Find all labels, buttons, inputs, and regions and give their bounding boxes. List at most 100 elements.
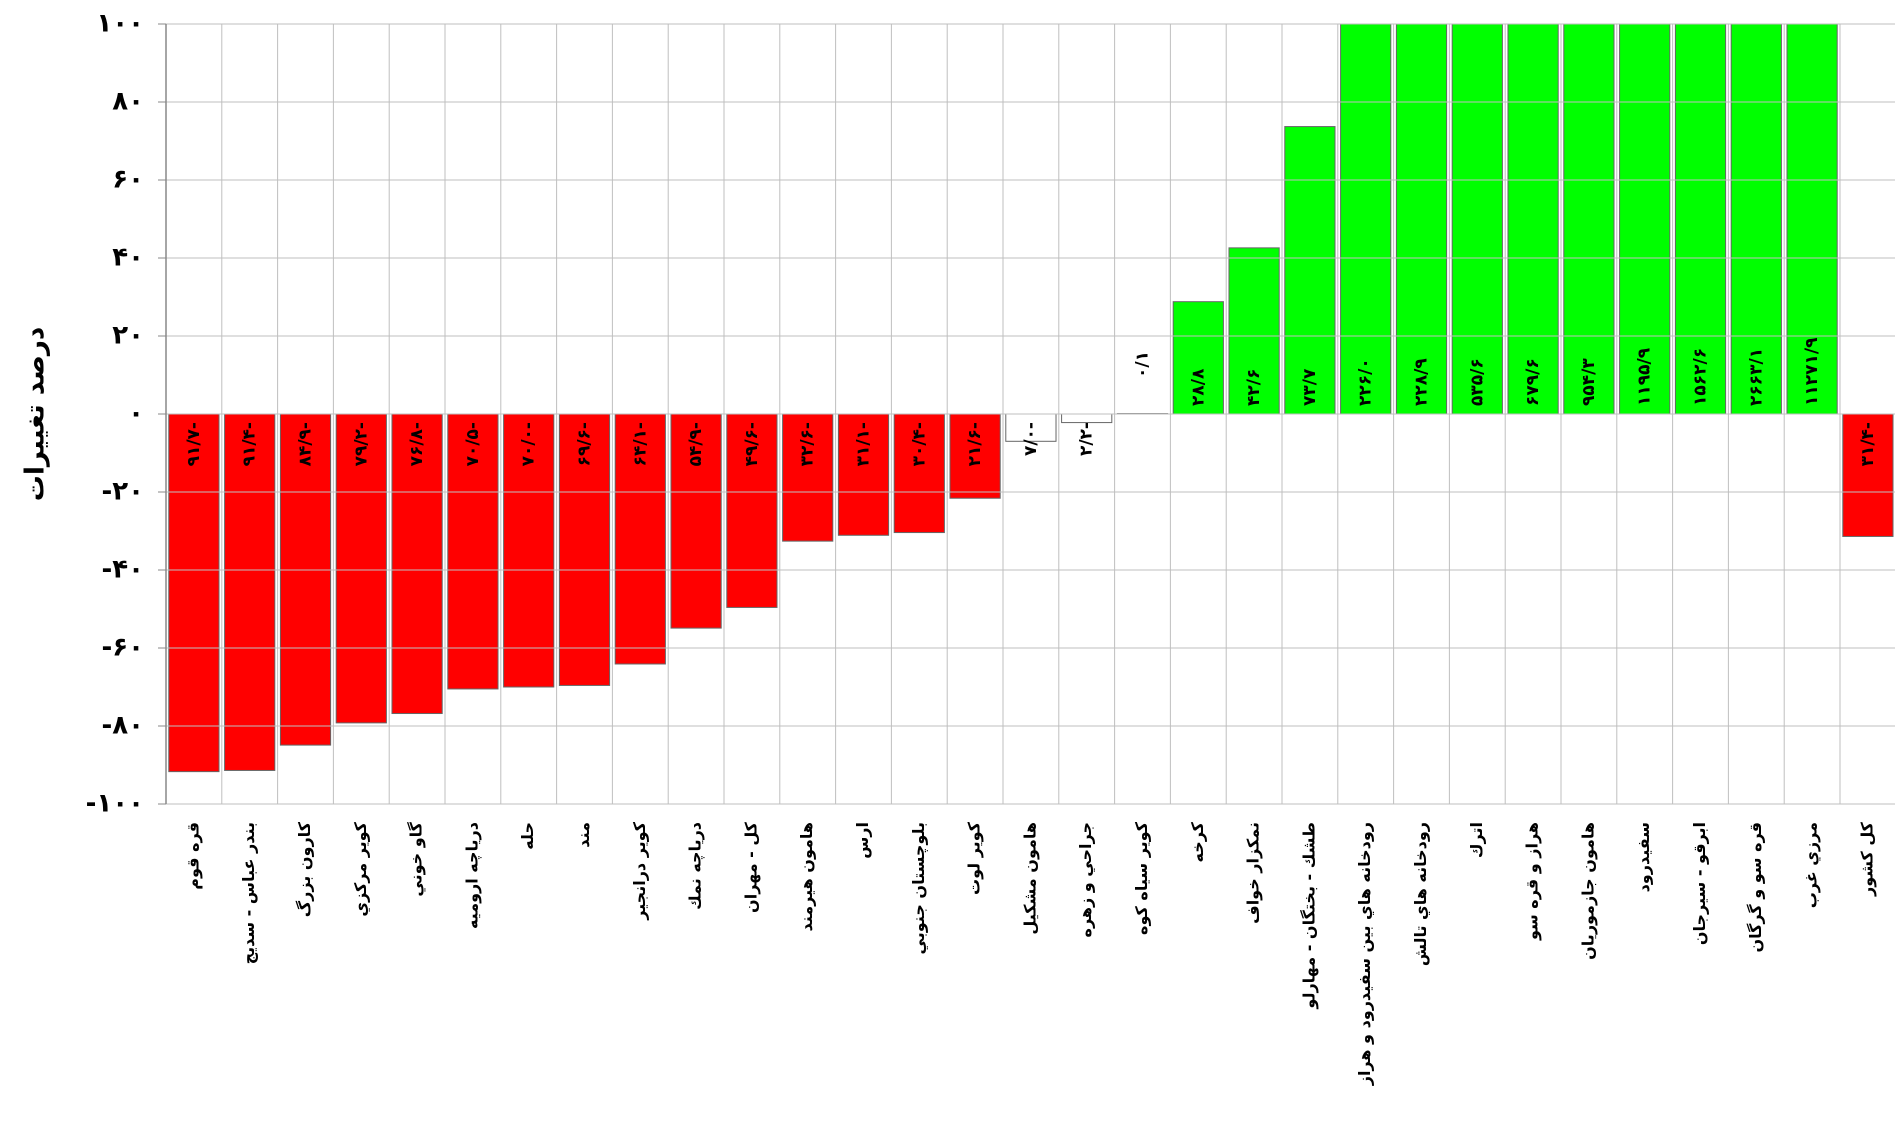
x-tick-label: رودخانه هاي بين سفيدرود و هراز [1355, 822, 1375, 1086]
x-tick-label: كوير درانجير [630, 821, 649, 920]
x-tick-label: كل - مهران [741, 821, 760, 913]
bar [1061, 413, 1113, 424]
y-tick-label: ۴۰ [112, 243, 144, 273]
bar [558, 413, 611, 686]
x-tick-label: گاو خوني [407, 821, 427, 896]
bar [335, 413, 387, 724]
value-label: ۷۳/۷ [1300, 368, 1320, 406]
bar [1451, 24, 1503, 415]
bar [1507, 24, 1559, 415]
value-label: -۳۲/۶ [798, 422, 818, 466]
bar [782, 413, 834, 542]
bar [168, 413, 220, 773]
x-tick-label: ابرقو - سيرجان [1690, 822, 1709, 945]
y-tick-label: -۸۰ [101, 711, 144, 741]
bar [614, 413, 666, 665]
bar [1395, 24, 1448, 415]
x-tick-label: قره قوم [183, 822, 202, 890]
x-tick-label: بندر عباس - سديج [239, 822, 258, 964]
bar [503, 413, 555, 688]
plot-area [168, 24, 1894, 773]
value-label: ۱۵۶۲/۶ [1691, 348, 1711, 406]
x-tick-label: ارس [853, 822, 872, 859]
x-tick-label: هامون هيرمند [797, 822, 816, 932]
value-label: ۲۲۶/۰ [1356, 358, 1376, 406]
value-label: ۲۸/۸ [1188, 368, 1208, 406]
x-tick-label: حله [518, 822, 537, 850]
x-tick-label: كوير سياه كوه [1132, 821, 1151, 935]
x-tick-label: درياچه نمك [686, 822, 706, 910]
bar [949, 413, 1001, 499]
value-label: ۱۱۲۷۱/۹ [1802, 337, 1822, 406]
y-tick-label: -۲۰ [101, 477, 144, 507]
value-label: -۳۰/۴ [909, 422, 929, 466]
bar [670, 413, 722, 629]
value-label: ۲۲۸/۹ [1412, 358, 1432, 406]
value-label: -۹۱/۷ [184, 422, 204, 466]
y-tick-label: ۱۰۰ [96, 9, 144, 39]
x-tick-label: اترك [1467, 822, 1486, 858]
value-label: ۰/۱ [1133, 351, 1153, 378]
x-tick-label: جراحي و زهره [1076, 822, 1096, 937]
value-label: -۵۴/۹ [686, 422, 706, 466]
y-tick-label: ۲۰ [112, 321, 144, 351]
value-label: -۹۱/۴ [240, 422, 260, 466]
bar [224, 413, 276, 771]
bar [1563, 24, 1615, 415]
bar [1005, 413, 1057, 442]
bar [837, 413, 890, 536]
value-label: -۷۰/۰ [519, 422, 539, 466]
bar [1284, 126, 1336, 415]
x-tick-label: كوير مركزي [351, 821, 371, 916]
x-tick-label: مرزي غرب [1802, 822, 1822, 908]
value-label: -۷۶/۸ [407, 422, 427, 466]
value-label: -۲/۲ [1077, 422, 1097, 456]
bar [447, 413, 499, 690]
bar [1340, 24, 1392, 415]
x-tick-label: هامون جازموريان [1578, 822, 1597, 960]
y-tick-label: -۱۰۰ [86, 789, 144, 819]
x-tick-label: بلوچستان جنوبي [909, 822, 929, 954]
bar [391, 413, 443, 715]
value-label: ۲۶۶۳/۱ [1746, 348, 1766, 406]
y-tick-label: ۶۰ [112, 165, 144, 195]
value-label: -۳۱/۱ [854, 422, 874, 466]
value-label: -۳۱/۴ [1858, 422, 1878, 466]
y-tick-label: ۰ [128, 399, 144, 429]
x-tick-label: كوير لوت [965, 821, 984, 895]
x-tick-label: نمكزار خواف [1244, 822, 1263, 924]
y-tick-label: -۴۰ [101, 555, 144, 585]
value-label: ۹۵۴/۳ [1579, 358, 1599, 406]
x-tick-label: درياچه اروميه [462, 822, 482, 929]
value-label: -۶۴/۱ [630, 422, 650, 466]
bar [726, 413, 778, 608]
value-label: -۴۹/۶ [742, 422, 762, 466]
value-label: -۷۰/۵ [463, 422, 483, 466]
value-label: -۷/۰ [1021, 422, 1041, 456]
x-tick-label: رودخانه هاي تالش [1411, 822, 1431, 966]
bar [1619, 24, 1671, 415]
x-tick-label: كرخه [1188, 821, 1207, 862]
bar [1228, 247, 1280, 415]
value-label: -۲۱/۶ [965, 422, 985, 466]
x-tick-label: كل كشور [1857, 821, 1876, 897]
value-label: ۶۷۹/۶ [1523, 358, 1543, 406]
value-label: ۱۱۹۵/۹ [1635, 347, 1655, 406]
x-tick-label: طشك - بختگان - مهارلو [1299, 822, 1318, 1010]
value-label: -۸۴/۹ [296, 422, 316, 466]
x-tick-label: هراز و قره سو [1523, 822, 1542, 941]
x-tick-label: سفيدرود [1634, 822, 1653, 892]
y-axis-title: درصد تغييرات [21, 327, 51, 501]
x-tick-label: كارون بزرگ [295, 821, 314, 917]
x-tick-label: مند [574, 822, 593, 848]
bar [1786, 24, 1838, 415]
value-label: -۷۹/۲ [351, 422, 371, 466]
y-tick-label: -۶۰ [101, 633, 144, 663]
value-label: ۴۲/۶ [1244, 369, 1264, 406]
x-tick-label: قره سو و گرگان [1746, 822, 1765, 953]
value-label: ۵۳۵/۶ [1467, 358, 1487, 406]
y-tick-label: ۸۰ [112, 87, 144, 117]
x-tick-label: هامون مشكيل [1020, 822, 1039, 935]
value-label: -۶۹/۶ [575, 422, 595, 466]
